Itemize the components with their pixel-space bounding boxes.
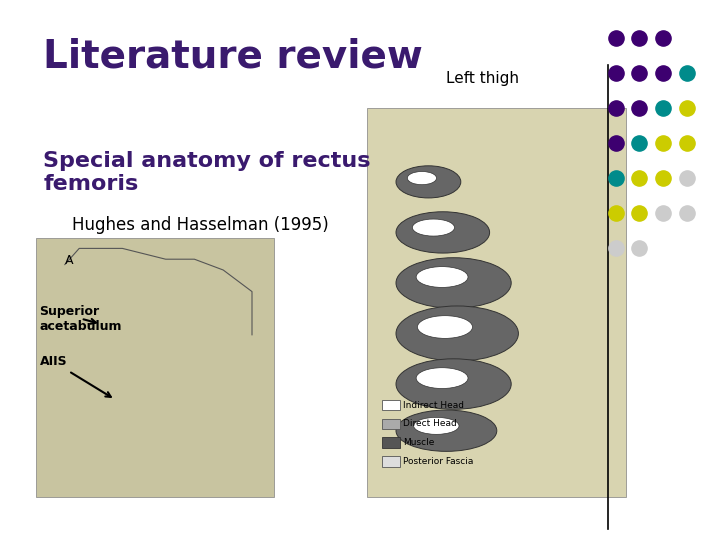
- Point: [610, 69, 621, 77]
- Point: [681, 104, 693, 112]
- Text: Special anatomy of rectus
femoris: Special anatomy of rectus femoris: [43, 151, 371, 194]
- Point: [634, 139, 645, 147]
- Text: Hughes and Hasselman (1995): Hughes and Hasselman (1995): [72, 216, 329, 234]
- Ellipse shape: [396, 166, 461, 198]
- Ellipse shape: [408, 172, 436, 185]
- Ellipse shape: [396, 410, 497, 451]
- FancyBboxPatch shape: [367, 108, 626, 497]
- FancyBboxPatch shape: [36, 238, 274, 497]
- Point: [610, 174, 621, 183]
- Text: AIIS: AIIS: [40, 355, 111, 397]
- Text: Posterior Fascia: Posterior Fascia: [403, 457, 474, 466]
- Point: [681, 174, 693, 183]
- Point: [634, 33, 645, 42]
- Point: [657, 209, 669, 218]
- Point: [681, 69, 693, 77]
- Point: [610, 139, 621, 147]
- Point: [657, 104, 669, 112]
- Text: A: A: [65, 254, 73, 267]
- Ellipse shape: [413, 219, 454, 236]
- Point: [634, 244, 645, 253]
- Point: [610, 244, 621, 253]
- Point: [634, 209, 645, 218]
- Point: [657, 174, 669, 183]
- Point: [634, 104, 645, 112]
- Point: [610, 209, 621, 218]
- Ellipse shape: [396, 359, 511, 409]
- Ellipse shape: [396, 306, 518, 361]
- Text: Muscle: Muscle: [403, 438, 435, 447]
- Ellipse shape: [414, 417, 459, 434]
- Point: [657, 33, 669, 42]
- Point: [657, 69, 669, 77]
- Point: [681, 139, 693, 147]
- Bar: [382, 400, 400, 410]
- Text: Indirect Head: Indirect Head: [403, 401, 464, 409]
- Ellipse shape: [416, 368, 468, 388]
- Bar: [382, 418, 400, 429]
- Ellipse shape: [418, 316, 472, 339]
- Text: Literature review: Literature review: [43, 38, 423, 76]
- Text: Direct Head: Direct Head: [403, 420, 457, 428]
- Point: [634, 69, 645, 77]
- Bar: [382, 437, 400, 448]
- Point: [634, 174, 645, 183]
- Point: [681, 209, 693, 218]
- Point: [610, 33, 621, 42]
- Bar: [382, 456, 400, 467]
- Text: Superior
acetabulum: Superior acetabulum: [40, 305, 122, 333]
- Point: [657, 139, 669, 147]
- Point: [610, 104, 621, 112]
- Text: Left thigh: Left thigh: [446, 71, 519, 86]
- Ellipse shape: [396, 258, 511, 308]
- Ellipse shape: [396, 212, 490, 253]
- Ellipse shape: [416, 267, 468, 287]
